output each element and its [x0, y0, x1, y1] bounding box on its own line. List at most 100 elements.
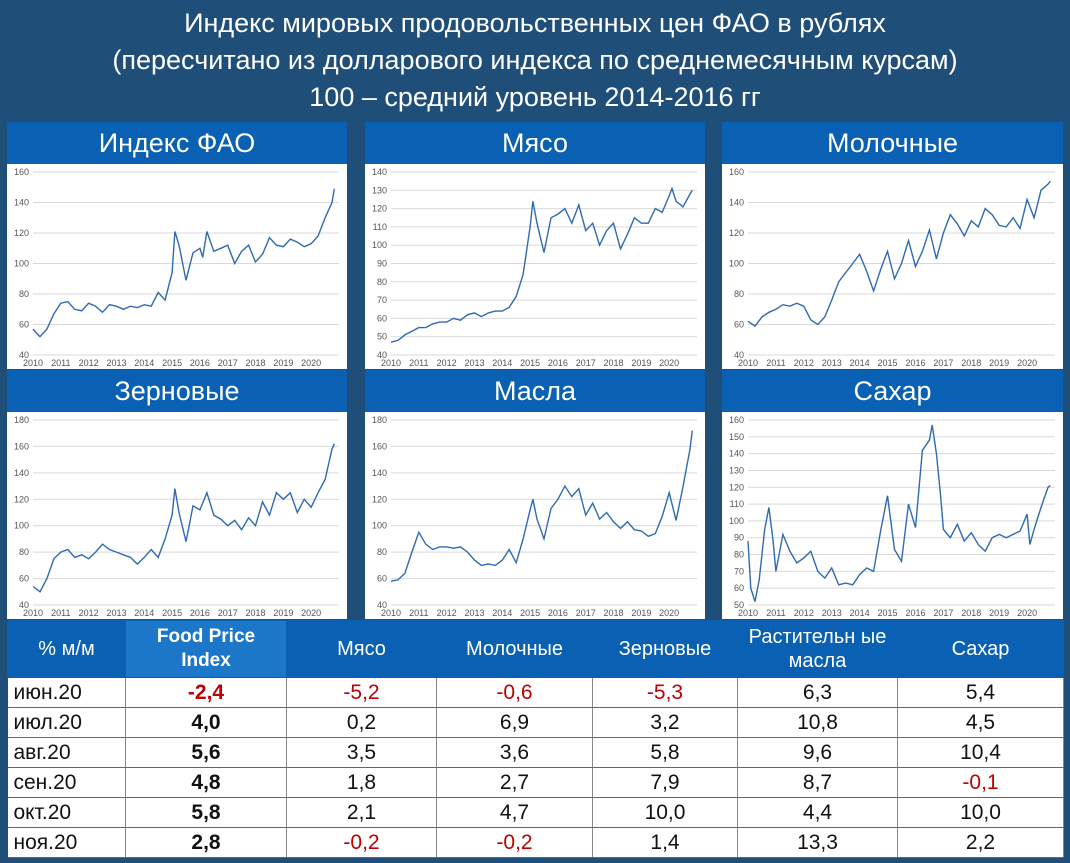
x-tick-label: 2012 — [437, 608, 457, 618]
x-tick-label: 2014 — [492, 608, 512, 618]
x-tick-label: 2017 — [218, 358, 238, 368]
series-line — [390, 430, 693, 582]
x-tick-label: 2015 — [878, 608, 898, 618]
x-tick-label: 2017 — [933, 608, 953, 618]
y-tick-label: 60 — [734, 320, 744, 330]
row-period-label: ноя.20 — [7, 827, 126, 858]
x-tick-label: 2018 — [246, 358, 266, 368]
x-tick-label: 2014 — [850, 358, 870, 368]
y-tick-label: 120 — [729, 228, 744, 238]
chart-sugar: 50 60 70 80 90 100 110 120 130 140 150 160 2010 2011 2… — [722, 412, 1063, 619]
table-cell: 4,0 — [125, 707, 287, 738]
table-row: июн.20 -2,4 -5,2 -0,6 -5,3 6,3 5,4 — [7, 677, 1064, 708]
x-tick-label: 2015 — [162, 358, 182, 368]
x-tick-label: 2013 — [822, 358, 842, 368]
x-tick-label: 2019 — [989, 358, 1009, 368]
chart-fao: 40 60 80 100 120 140 160 2010 2011 2012 2013 2014 20… — [7, 164, 347, 369]
y-tick-label: 120 — [372, 494, 387, 504]
table-row: июл.20 4,0 0,2 6,9 3,2 10,8 4,5 — [7, 707, 1064, 738]
table-cell: 3,2 — [592, 707, 738, 738]
y-tick-label: 160 — [14, 167, 29, 177]
panel-title-meat: Мясо — [365, 122, 705, 164]
x-tick-label: 2017 — [933, 358, 953, 368]
x-tick-label: 2020 — [301, 608, 321, 618]
y-tick-label: 40 — [734, 350, 744, 360]
y-tick-label: 100 — [14, 259, 29, 269]
column-header-food-price-index: Food Price Index — [125, 620, 287, 678]
y-tick-label: 40 — [377, 600, 387, 610]
table-cell: -2,4 — [125, 677, 287, 708]
table-cell: 2,7 — [436, 767, 593, 798]
column-header-cereals: Зерновые — [592, 620, 738, 678]
x-tick-label: 2011 — [409, 358, 428, 368]
x-tick-label: 2018 — [961, 608, 981, 618]
x-tick-label: 2020 — [301, 358, 321, 368]
y-tick-label: 80 — [734, 550, 744, 560]
y-tick-label: 80 — [19, 547, 29, 557]
table-cell: 3,5 — [286, 737, 437, 768]
x-tick-label: 2020 — [1017, 608, 1037, 618]
row-period-label: июн.20 — [7, 677, 126, 708]
x-tick-label: 2018 — [961, 358, 981, 368]
x-tick-label: 2016 — [905, 608, 925, 618]
table-cell: 0,2 — [286, 707, 437, 738]
x-tick-label: 2010 — [738, 608, 758, 618]
table-header-row: % м/м Food Price Index Мясо Молочные Зер… — [7, 620, 1064, 678]
y-tick-label: 90 — [734, 533, 744, 543]
x-tick-label: 2019 — [631, 358, 651, 368]
y-tick-label: 180 — [372, 415, 387, 425]
y-tick-label: 80 — [377, 547, 387, 557]
y-tick-label: 90 — [377, 259, 387, 269]
table-cell: -5,3 — [592, 677, 738, 708]
series-line — [32, 443, 335, 593]
table-cell: 13,3 — [737, 827, 898, 858]
y-tick-label: 60 — [19, 574, 29, 584]
x-tick-label: 2015 — [162, 608, 182, 618]
y-tick-label: 50 — [377, 332, 387, 342]
table-cell: 2,1 — [286, 797, 437, 828]
panel-title-cereals: Зерновые — [7, 370, 347, 412]
x-tick-label: 2019 — [631, 608, 651, 618]
y-tick-label: 130 — [729, 465, 744, 475]
y-tick-label: 40 — [19, 600, 29, 610]
row-period-label: авг.20 — [7, 737, 126, 768]
table-cell: 3,6 — [436, 737, 593, 768]
x-tick-label: 2019 — [273, 358, 293, 368]
x-tick-label: 2011 — [51, 358, 70, 368]
y-tick-label: 110 — [373, 222, 387, 232]
table-cell: 1,4 — [592, 827, 738, 858]
table-cell: -0,1 — [897, 767, 1064, 798]
x-tick-label: 2013 — [822, 608, 842, 618]
x-tick-label: 2010 — [23, 358, 43, 368]
table-cell: 10,0 — [592, 797, 738, 828]
x-tick-label: 2013 — [106, 358, 126, 368]
x-tick-label: 2020 — [1017, 358, 1037, 368]
x-tick-label: 2010 — [381, 358, 401, 368]
y-tick-label: 140 — [372, 167, 387, 177]
y-tick-label: 80 — [377, 277, 387, 287]
table-cell: 7,9 — [592, 767, 738, 798]
y-tick-label: 110 — [730, 499, 744, 509]
x-tick-label: 2015 — [878, 358, 898, 368]
table-cell: -0,2 — [286, 827, 437, 858]
x-tick-label: 2020 — [659, 358, 679, 368]
x-tick-label: 2014 — [492, 358, 512, 368]
page-title: Индекс мировых продовольственных цен ФАО… — [184, 8, 886, 38]
x-tick-label: 2012 — [437, 358, 457, 368]
table-cell: 5,4 — [897, 677, 1064, 708]
x-tick-label: 2010 — [23, 608, 43, 618]
y-tick-label: 120 — [14, 228, 29, 238]
y-tick-label: 160 — [372, 441, 387, 451]
x-tick-label: 2011 — [766, 358, 785, 368]
y-tick-label: 120 — [729, 482, 744, 492]
x-tick-label: 2018 — [604, 358, 624, 368]
chart-cereals: 40 60 80 100 120 140 160 180 2010 2011 2012 2013 201… — [7, 412, 347, 619]
column-header-period: % м/м — [7, 620, 126, 678]
y-tick-label: 140 — [14, 468, 29, 478]
row-period-label: сен.20 — [7, 767, 126, 798]
y-tick-label: 100 — [729, 259, 744, 269]
x-tick-label: 2014 — [134, 358, 154, 368]
x-tick-label: 2011 — [766, 608, 785, 618]
column-header-oils: Растительн ые масла — [737, 620, 898, 678]
column-header-sugar: Сахар — [897, 620, 1064, 678]
